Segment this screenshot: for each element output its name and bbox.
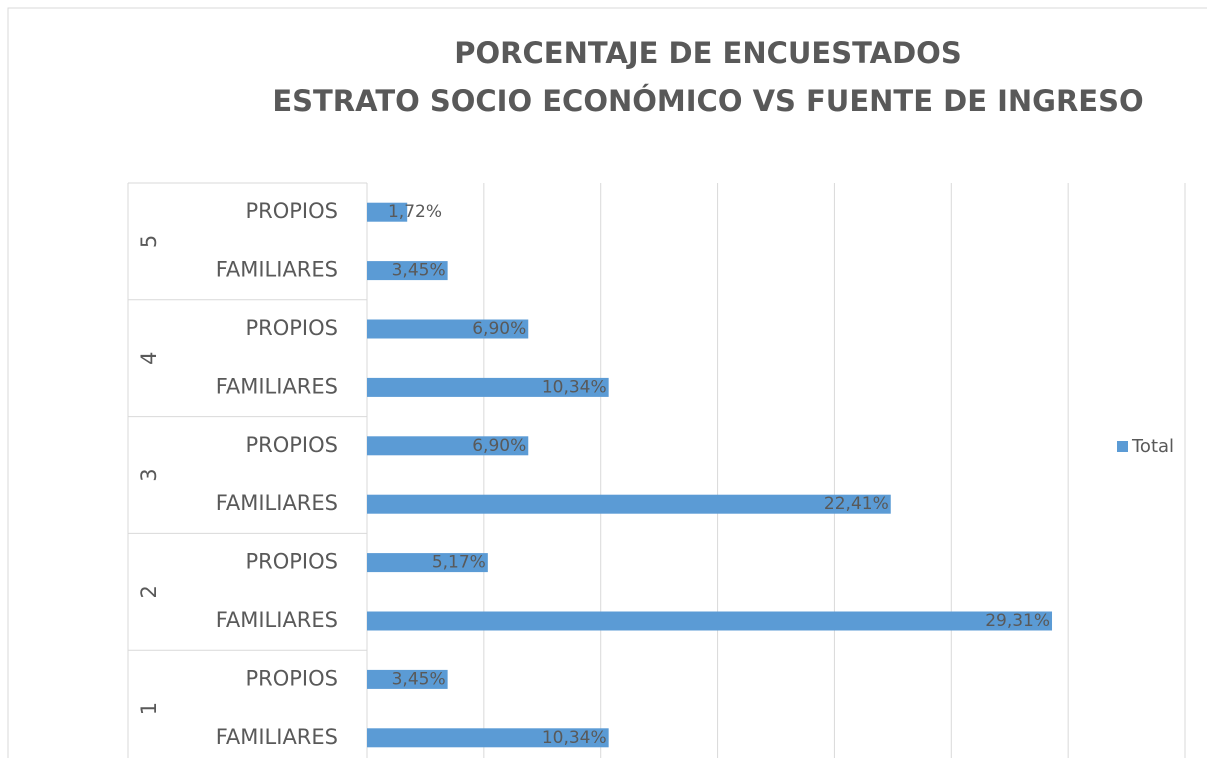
data-label: 10,34% (542, 377, 607, 397)
bar (367, 377, 609, 397)
y-tick-label: FAMILIARES (216, 608, 338, 632)
bar (367, 611, 1053, 631)
y-tick-label: PROPIOS (245, 433, 338, 457)
y-tick-label: FAMILIARES (216, 491, 338, 515)
bar (367, 494, 891, 514)
y-tick-label: FAMILIARES (216, 725, 338, 749)
bar (367, 202, 408, 222)
legend-label: Total (1131, 436, 1174, 457)
bar (367, 436, 529, 456)
y-tick-label: PROPIOS (245, 316, 338, 340)
group-label: 3 (137, 468, 161, 481)
y-tick-label: FAMILIARES (216, 258, 338, 282)
y-tick-label: PROPIOS (245, 666, 338, 690)
group-label: 2 (137, 585, 161, 598)
bar (367, 319, 529, 339)
data-label: 10,34% (542, 728, 607, 748)
chart-title: ESTRATO SOCIO ECONÓMICO VS FUENTE DE ING… (272, 84, 1143, 118)
data-label: 3,45% (392, 261, 446, 281)
bar (367, 261, 448, 281)
data-label: 29,31% (985, 611, 1050, 631)
bar (367, 728, 609, 748)
data-label: 5,17% (432, 553, 486, 573)
chart-title: PORCENTAJE DE ENCUESTADOS (454, 36, 961, 70)
data-label: 3,45% (392, 669, 446, 689)
y-tick-label: PROPIOS (245, 550, 338, 574)
y-tick-label: FAMILIARES (216, 374, 338, 398)
y-tick-label: PROPIOS (245, 199, 338, 223)
bar (367, 669, 448, 689)
group-label: 4 (137, 352, 161, 365)
data-label: 6,90% (472, 436, 526, 456)
group-label: 5 (137, 235, 161, 248)
data-label: 22,41% (824, 494, 889, 514)
group-label: 1 (137, 702, 161, 715)
legend-swatch (1117, 441, 1128, 452)
bar (367, 553, 488, 573)
data-label: 1,72% (388, 202, 442, 222)
data-label: 6,90% (472, 319, 526, 339)
